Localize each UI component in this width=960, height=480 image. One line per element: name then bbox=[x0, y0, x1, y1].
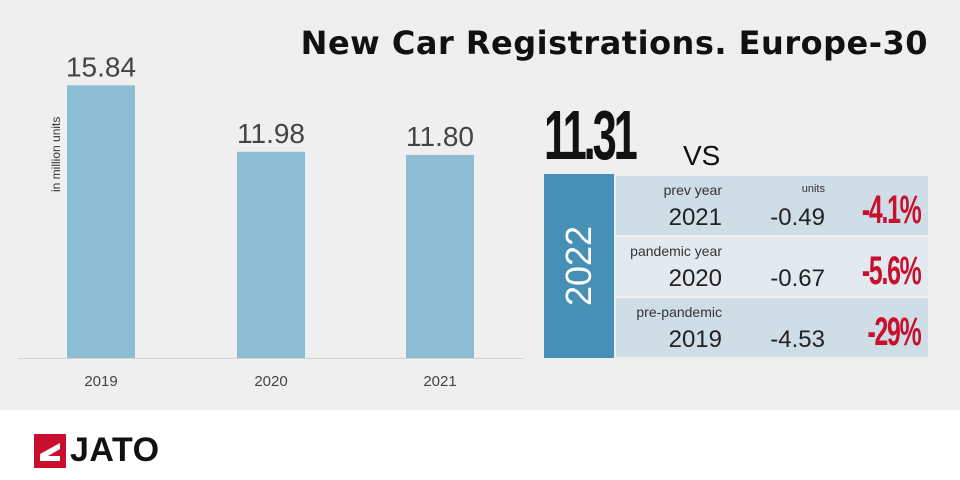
bar-chart: in million units 15.84 2019 11.98 2020 11.80 2… bbox=[0, 0, 540, 410]
row-pct: -5.6% bbox=[861, 249, 921, 293]
row-year: 2019 bbox=[668, 326, 722, 353]
bar-2021 bbox=[406, 154, 474, 358]
vs-label: VS bbox=[683, 140, 721, 171]
chart-title: New Car Registrations. Europe-30 bbox=[300, 24, 928, 62]
bar-2019 bbox=[67, 85, 135, 359]
y-axis-label: in million units bbox=[49, 117, 63, 192]
jato-logo-icon bbox=[34, 434, 66, 468]
row-diff: -4.53 bbox=[770, 326, 825, 353]
row-pct: -4.1% bbox=[861, 188, 921, 232]
row-pct: -29% bbox=[867, 310, 921, 354]
year-box: 2022 bbox=[544, 174, 614, 358]
x-tick-label-2019: 2019 bbox=[84, 373, 117, 390]
row-diff: -0.49 bbox=[770, 204, 825, 231]
row-label: pre-pandemic bbox=[636, 304, 722, 320]
x-tick-label-2021: 2021 bbox=[423, 373, 456, 390]
row-label: pandemic year bbox=[630, 243, 722, 259]
row-year: 2021 bbox=[668, 204, 722, 231]
bar-chart-svg: in million units 15.84 2019 11.98 2020 11.80 2… bbox=[18, 51, 524, 390]
data-label-2020: 11.98 bbox=[237, 118, 305, 149]
row-year: 2020 bbox=[668, 265, 722, 292]
comparison-row-prev-year: prev year 2021 units -0.49 -4.1% bbox=[616, 176, 928, 235]
brand-name: JATO bbox=[70, 431, 160, 469]
units-label: units bbox=[801, 183, 825, 195]
comparison-row-pre-pandemic: pre-pandemic 2019 -4.53 -29% bbox=[616, 298, 928, 357]
data-label-2021: 11.80 bbox=[406, 121, 474, 152]
year-label: 2022 bbox=[558, 225, 599, 307]
bar-2020 bbox=[237, 151, 305, 358]
row-label: prev year bbox=[663, 182, 722, 198]
x-tick-label-2020: 2020 bbox=[254, 373, 287, 390]
headline-value: 11.31 bbox=[544, 96, 638, 174]
row-diff: -0.67 bbox=[770, 265, 825, 292]
comparison-row-pandemic-year: pandemic year 2020 -0.67 -5.6% bbox=[616, 237, 928, 296]
data-label-2019: 15.84 bbox=[66, 51, 136, 82]
